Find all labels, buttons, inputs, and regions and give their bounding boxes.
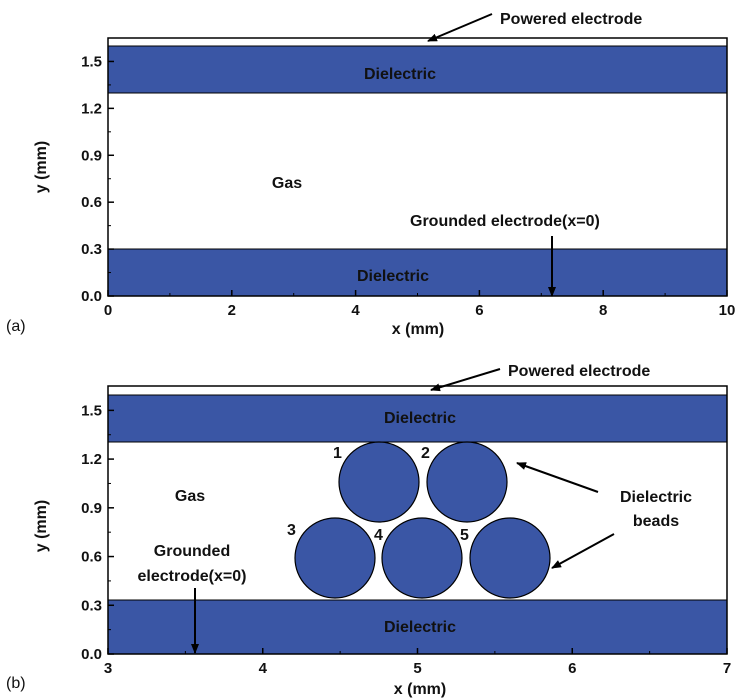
a-xtick-label: 4 bbox=[351, 302, 360, 319]
panel-b-beads-label-line2: beads bbox=[633, 513, 679, 530]
panel-a-label: (a) bbox=[6, 318, 26, 335]
panel-b-beads-arrow-lower bbox=[551, 533, 615, 569]
b-ytick-label: 0.9 bbox=[81, 500, 102, 517]
panel-b-ylabel: y (mm) bbox=[33, 500, 50, 552]
bead-2 bbox=[426, 441, 508, 523]
b-xtick-label: 3 bbox=[104, 660, 112, 677]
bead-number-5: 5 bbox=[460, 527, 469, 544]
panel-b-powered-label: Powered electrode bbox=[508, 363, 650, 380]
a-xtick-label: 8 bbox=[599, 302, 607, 319]
b-xtick-label: 5 bbox=[413, 660, 421, 677]
panel-b: 1 2 3 4 5 Dielectric Dielectric Gas Powe… bbox=[6, 363, 731, 698]
panel-b-grounded-label-line2: electrode(x=0) bbox=[138, 568, 247, 585]
bead-3 bbox=[294, 517, 376, 599]
panel-b-yticks: 0.0 0.3 0.6 0.9 1.2 1.5 bbox=[81, 402, 114, 663]
bead-1 bbox=[338, 441, 420, 523]
a-xtick-label: 6 bbox=[475, 302, 483, 319]
panel-a-xlabel: x (mm) bbox=[392, 321, 444, 338]
panel-a-grounded-label: Grounded electrode(x=0) bbox=[410, 213, 600, 230]
a-ytick-label: 1.5 bbox=[81, 53, 102, 70]
panel-b-bottom-dielectric bbox=[108, 600, 727, 654]
panel-a-xticks: 0 2 4 6 8 10 bbox=[104, 290, 736, 319]
bead-number-1: 1 bbox=[333, 445, 342, 462]
panel-a-powered-label: Powered electrode bbox=[500, 11, 642, 28]
panel-b-bottom-dielectric-label: Dielectric bbox=[384, 619, 456, 636]
a-xtick-label: 2 bbox=[228, 302, 236, 319]
panel-a-powered-arrow bbox=[427, 13, 493, 42]
b-xtick-label: 7 bbox=[723, 660, 731, 677]
b-ytick-label: 0.3 bbox=[81, 597, 102, 614]
a-xtick-label: 0 bbox=[104, 302, 112, 319]
bead-number-4: 4 bbox=[374, 527, 383, 544]
panel-b-grounded-label-line1: Grounded bbox=[154, 543, 230, 560]
bead-number-3: 3 bbox=[287, 522, 296, 539]
panel-a-bottom-dielectric-label: Dielectric bbox=[357, 268, 429, 285]
panel-a-ylabel: y (mm) bbox=[33, 141, 50, 193]
panel-a-top-dielectric bbox=[108, 46, 727, 93]
a-xtick-label: 10 bbox=[719, 302, 736, 319]
bead-4 bbox=[381, 517, 463, 599]
panel-b-xlabel: x (mm) bbox=[394, 681, 446, 698]
panel-b-top-dielectric bbox=[108, 395, 727, 442]
panel-b-beads-label-line1: Dielectric bbox=[620, 489, 692, 506]
panel-b-xticks: 3 4 5 6 7 bbox=[104, 648, 731, 677]
panel-b-label: (b) bbox=[6, 675, 26, 692]
a-ytick-label: 0.0 bbox=[81, 288, 102, 305]
panel-b-powered-arrow bbox=[430, 368, 501, 392]
a-ytick-label: 0.6 bbox=[81, 194, 102, 211]
a-ytick-label: 1.2 bbox=[81, 100, 102, 117]
panel-a-top-dielectric-label: Dielectric bbox=[364, 66, 436, 83]
a-ytick-label: 0.9 bbox=[81, 147, 102, 164]
panel-b-beads-arrow-upper bbox=[516, 462, 599, 493]
b-ytick-label: 0.0 bbox=[81, 646, 102, 663]
a-ytick-label: 0.3 bbox=[81, 241, 102, 258]
panel-b-gas-label: Gas bbox=[175, 488, 205, 505]
panel-b-top-dielectric-label: Dielectric bbox=[384, 410, 456, 427]
b-xtick-label: 4 bbox=[259, 660, 268, 677]
panel-a-gas-label: Gas bbox=[272, 175, 302, 192]
b-xtick-label: 6 bbox=[568, 660, 576, 677]
b-ytick-label: 1.5 bbox=[81, 402, 102, 419]
panel-a-bottom-dielectric bbox=[108, 249, 727, 296]
panel-a-yticks: 0.0 0.3 0.6 0.9 1.2 1.5 bbox=[81, 53, 114, 305]
panel-a: Dielectric Dielectric Gas Powered electr… bbox=[6, 11, 735, 338]
b-ytick-label: 1.2 bbox=[81, 451, 102, 468]
b-ytick-label: 0.6 bbox=[81, 549, 102, 566]
bead-number-2: 2 bbox=[421, 445, 430, 462]
bead-5 bbox=[469, 517, 551, 599]
